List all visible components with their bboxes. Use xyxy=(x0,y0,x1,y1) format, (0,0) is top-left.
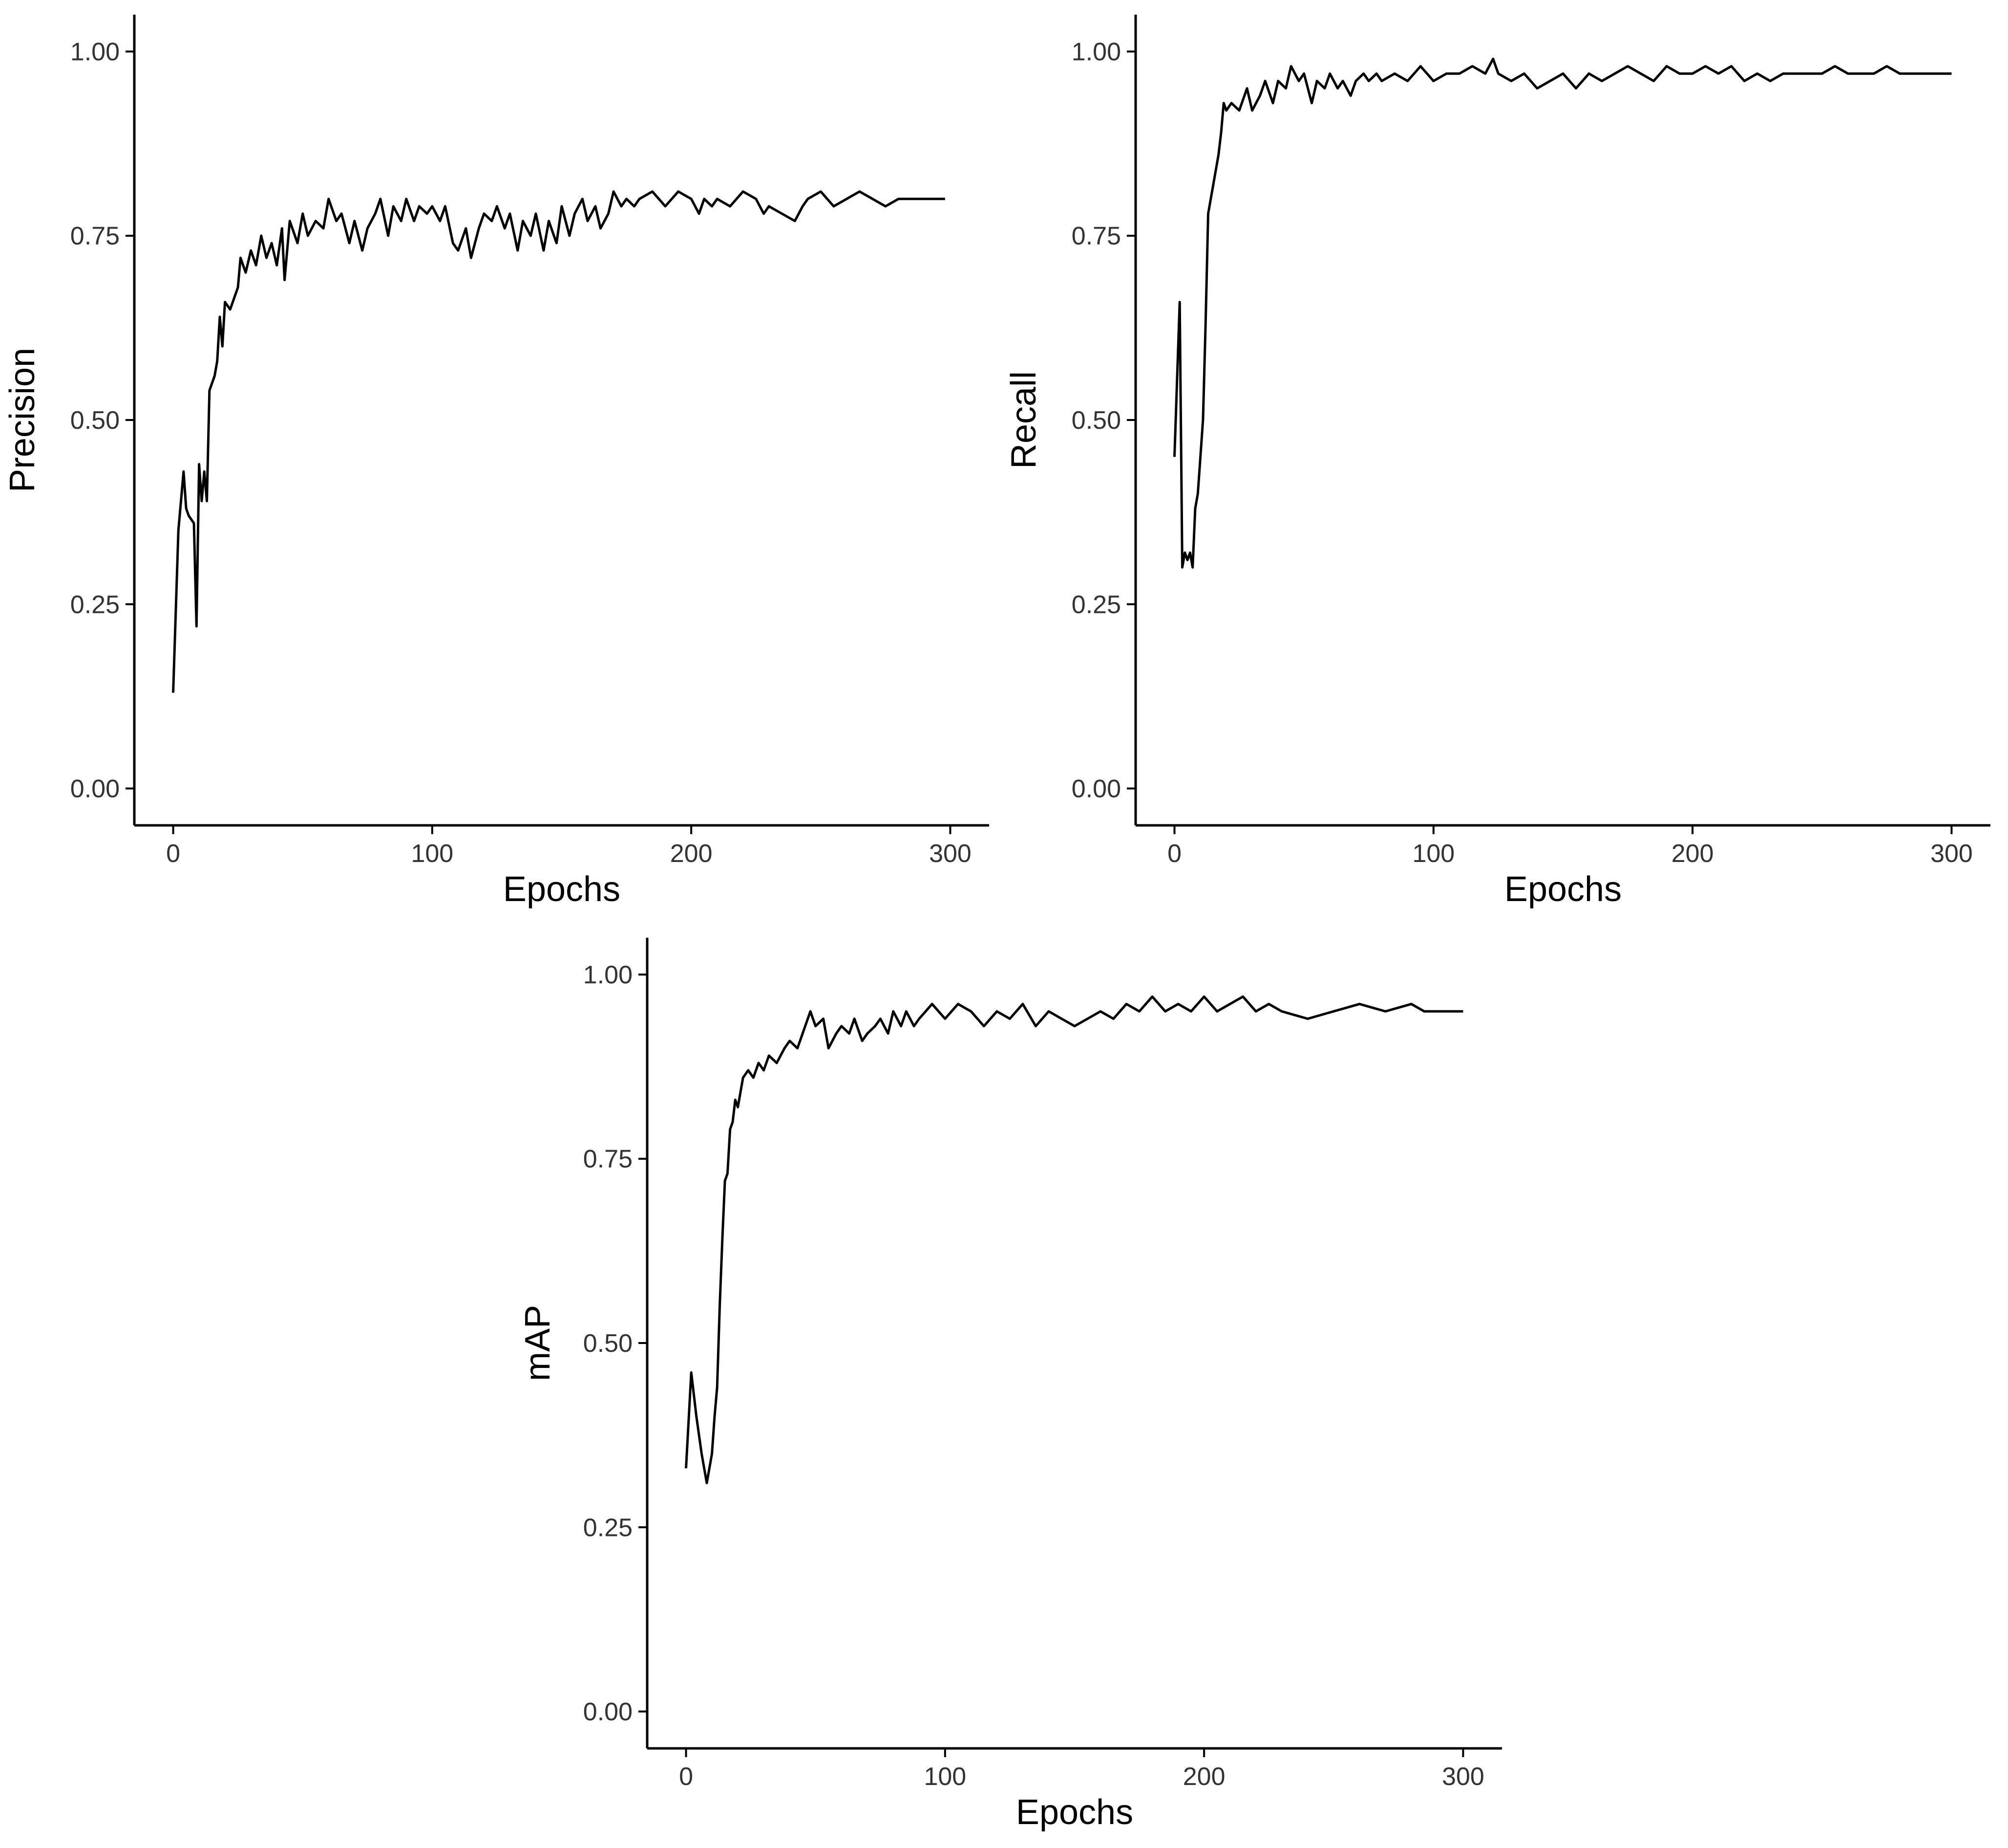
recall-y-tick-label: 1.00 xyxy=(1072,38,1121,66)
recall-x-axis-title: Epochs xyxy=(1504,870,1622,909)
precision-x-tick-label: 0 xyxy=(166,840,180,868)
recall-x-tick-label: 200 xyxy=(1671,840,1714,868)
recall-y-tick-label: 0.00 xyxy=(1072,775,1121,803)
precision-x-axis-title: Epochs xyxy=(503,870,620,909)
precision-x-tick-label: 200 xyxy=(670,840,713,868)
recall-x-tick-label: 100 xyxy=(1412,840,1455,868)
precision-series-line xyxy=(172,190,945,693)
recall-y-tick-label: 0.25 xyxy=(1072,590,1121,619)
map-panel: 0.00 0.25 0.50 0.75 1.00 0 100 200 300 Epochs mAP xyxy=(518,938,1502,1832)
map-y-tick-label: 0.50 xyxy=(583,1329,633,1358)
precision-panel: 0.00 0.25 0.50 0.75 1.00 0 100 200 300 Epochs Prec… xyxy=(3,15,989,909)
map-y-tick-label: 0.00 xyxy=(583,1698,633,1726)
map-y-tick-label: 0.75 xyxy=(583,1145,633,1174)
map-y-axis-title: mAP xyxy=(518,1305,557,1381)
recall-panel: 0.00 0.25 0.50 0.75 1.00 0 100 200 300 Epochs Reca… xyxy=(1004,15,1990,909)
map-series-line xyxy=(685,995,1463,1485)
precision-y-axis-title: Precision xyxy=(3,348,42,492)
map-x-axis-title: Epochs xyxy=(1016,1793,1133,1832)
recall-x-tick-label: 300 xyxy=(1930,840,1973,868)
precision-y-tick-label: 1.00 xyxy=(70,38,120,66)
map-y-tick-label: 0.25 xyxy=(583,1513,633,1542)
recall-y-tick-label: 0.50 xyxy=(1072,406,1121,435)
precision-y-tick-label: 0.75 xyxy=(70,222,120,251)
precision-x-tick-label: 300 xyxy=(929,840,972,868)
recall-x-tick-label: 0 xyxy=(1167,840,1182,868)
map-x-tick-label: 200 xyxy=(1183,1763,1226,1791)
map-x-tick-label: 100 xyxy=(924,1763,966,1791)
recall-y-tick-label: 0.75 xyxy=(1072,222,1121,251)
recall-series-line xyxy=(1173,58,1952,569)
precision-y-tick-label: 0.00 xyxy=(70,775,120,803)
precision-y-tick-label: 0.50 xyxy=(70,406,120,435)
precision-x-tick-label: 100 xyxy=(411,840,453,868)
recall-y-axis-title: Recall xyxy=(1004,371,1043,469)
map-x-tick-label: 0 xyxy=(679,1763,693,1791)
precision-y-tick-label: 0.25 xyxy=(70,590,120,619)
map-y-tick-label: 1.00 xyxy=(583,961,633,989)
map-x-tick-label: 300 xyxy=(1442,1763,1484,1791)
